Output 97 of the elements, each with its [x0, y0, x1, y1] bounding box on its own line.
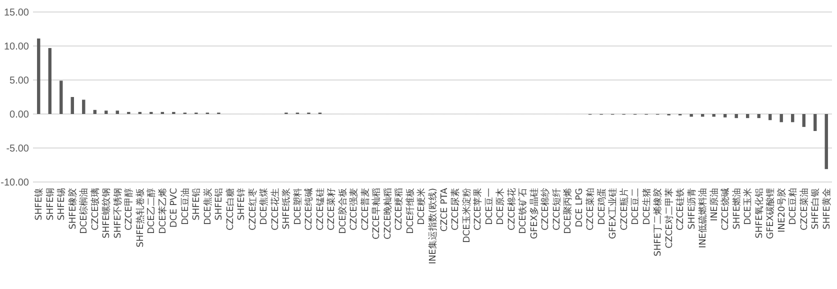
- y-tick-label: 15.00: [4, 8, 30, 18]
- x-tick-label: DCE LPG: [574, 188, 585, 228]
- x-tick-label: SHFE热轧卷板: [134, 188, 146, 248]
- x-tick-label: CZCE硅铁: [675, 188, 686, 230]
- x-tick-label: DCE聚丙烯: [562, 188, 574, 234]
- x-tick-label: GFEX碳酸锂: [765, 188, 776, 240]
- x-tick-label: CZCE纯碱: [304, 188, 315, 230]
- x-tick-label: DCE焦炭: [202, 188, 214, 225]
- bar: [824, 114, 828, 170]
- bar: [723, 114, 727, 118]
- x-tick-label: CZCE PTA: [440, 187, 450, 232]
- x-tick-label: SHFE铝: [214, 188, 225, 220]
- x-tick-label: DCE苯乙烯: [157, 188, 168, 234]
- x-tick-label: SHFE纸浆: [281, 188, 292, 230]
- x-tick-label: INE原油: [708, 188, 720, 222]
- x-tick-label: CZCE尿素: [450, 188, 462, 230]
- x-tick-label: CZCE红枣: [247, 188, 258, 230]
- bar: [60, 80, 63, 114]
- bar: [690, 114, 693, 117]
- x-tick-label: DCE豆粕: [788, 188, 799, 225]
- x-tick-label: CZCE花生: [270, 188, 281, 230]
- x-tick-label: SHFE黄金: [821, 188, 832, 230]
- x-tick-label: CZCE菜籽: [326, 188, 338, 230]
- y-tick-label: -5.00: [6, 144, 30, 154]
- x-tick-label: DCE豆一: [484, 188, 495, 225]
- bar: [82, 100, 86, 114]
- x-tick-label: CZCE苹果: [472, 188, 484, 230]
- x-tick-label: SHFE螺纹钢: [101, 188, 112, 238]
- bar: [116, 110, 119, 114]
- x-tick-label: SHFE铅: [191, 188, 202, 220]
- x-tick-label: DCE豆二: [630, 188, 642, 225]
- x-tick-label: DCE棕榈油: [78, 188, 90, 234]
- x-tick-label: SHFE镍: [34, 188, 45, 220]
- x-tick-label: CZCE玻璃: [90, 188, 101, 230]
- x-tick-label: DCE纤维板: [404, 188, 416, 234]
- x-tick-label: CZCE菜油: [798, 188, 810, 230]
- x-tick-label: CZCE棉花: [506, 188, 518, 230]
- x-tick-label: DCE豆油: [180, 188, 191, 225]
- bar: [712, 114, 716, 117]
- x-tick-label: SHFE铜: [44, 188, 56, 220]
- x-tick-label: CZCE对二甲苯: [664, 188, 675, 248]
- x-tick-label: SHFE丁二烯橡胶: [652, 188, 664, 256]
- x-tick-label: CZCE普麦: [360, 188, 371, 230]
- bar: [746, 114, 750, 118]
- bar: [768, 114, 772, 120]
- bar: [757, 114, 760, 118]
- x-tick-label: CZCE粳稻: [394, 188, 405, 230]
- x-tick-label: CZCE白糖: [224, 188, 236, 230]
- x-tick-label: DCE胶合板: [337, 188, 348, 234]
- y-tick-label: 5.00: [10, 76, 30, 86]
- x-tick-label: CZCE烧碱: [720, 188, 732, 230]
- x-tick-label: SHFE燃油: [731, 188, 742, 230]
- x-tick-label: CZCE早籼稻: [371, 188, 382, 240]
- x-tick-label: CZCE甲醇: [124, 188, 135, 230]
- x-tick-label: CZCE棉纱: [540, 188, 552, 230]
- x-tick-label: SHFE不锈钢: [112, 188, 124, 238]
- x-tick-label: GFEX多晶硅: [528, 188, 540, 240]
- x-tick-label: DCE铁矿石: [518, 188, 529, 234]
- bar: [104, 110, 108, 114]
- x-tick-label: DCE PVC: [170, 188, 180, 228]
- x-tick-label: CZCE短纤: [551, 188, 562, 230]
- y-tick-label: 10.00: [4, 42, 30, 52]
- bar: [734, 114, 738, 118]
- bar: [70, 97, 74, 114]
- x-tick-label: GFEX工业硅: [608, 188, 619, 240]
- x-tick-label: CZCE晚籼稻: [382, 188, 394, 240]
- x-tick-label: CZCE锰硅: [314, 188, 326, 230]
- x-tick-label: DCE鸡蛋: [596, 188, 608, 225]
- x-tick-label: DCE塑料: [292, 188, 304, 225]
- x-tick-label: DCE生猪: [641, 188, 652, 225]
- bar: [93, 110, 96, 114]
- x-tick-label: DCE粳米: [416, 188, 428, 225]
- x-tick-label: DCE乙二醇: [146, 188, 158, 234]
- x-tick-label: SHFE氧化铝: [754, 188, 765, 238]
- bar: [780, 114, 783, 122]
- x-tick-label: DCE焦煤: [258, 188, 270, 225]
- bar: [814, 114, 817, 131]
- x-tick-label: CZCE强麦: [348, 188, 360, 230]
- x-tick-label: INE集运指数(欧线): [428, 188, 438, 264]
- y-tick-label: 0.00: [10, 110, 30, 120]
- bar: [802, 114, 806, 127]
- x-tick-label: SHFE锡: [56, 188, 68, 220]
- x-tick-label: INE低硫燃料油: [698, 188, 709, 248]
- x-tick-label: CZCE菜粕: [585, 188, 596, 230]
- x-tick-label: SHFE白银: [810, 188, 822, 230]
- x-tick-label: SHFE锌: [236, 188, 248, 220]
- bar: [791, 114, 794, 122]
- x-tick-label: DCE原木: [495, 188, 506, 225]
- bar: [37, 38, 40, 114]
- x-tick-label: CZCE瓶片: [618, 188, 630, 230]
- x-tick-label: SHFE橡胶: [67, 188, 78, 230]
- y-tick-label: -10.00: [0, 178, 30, 188]
- bar: [48, 48, 52, 114]
- x-tick-label: DCE玉米淀粉: [461, 188, 472, 243]
- x-tick-label: INE20号胶: [776, 188, 788, 233]
- x-tick-label: SHFE沥青: [686, 188, 698, 230]
- x-tick-label: DCE玉米: [742, 188, 754, 225]
